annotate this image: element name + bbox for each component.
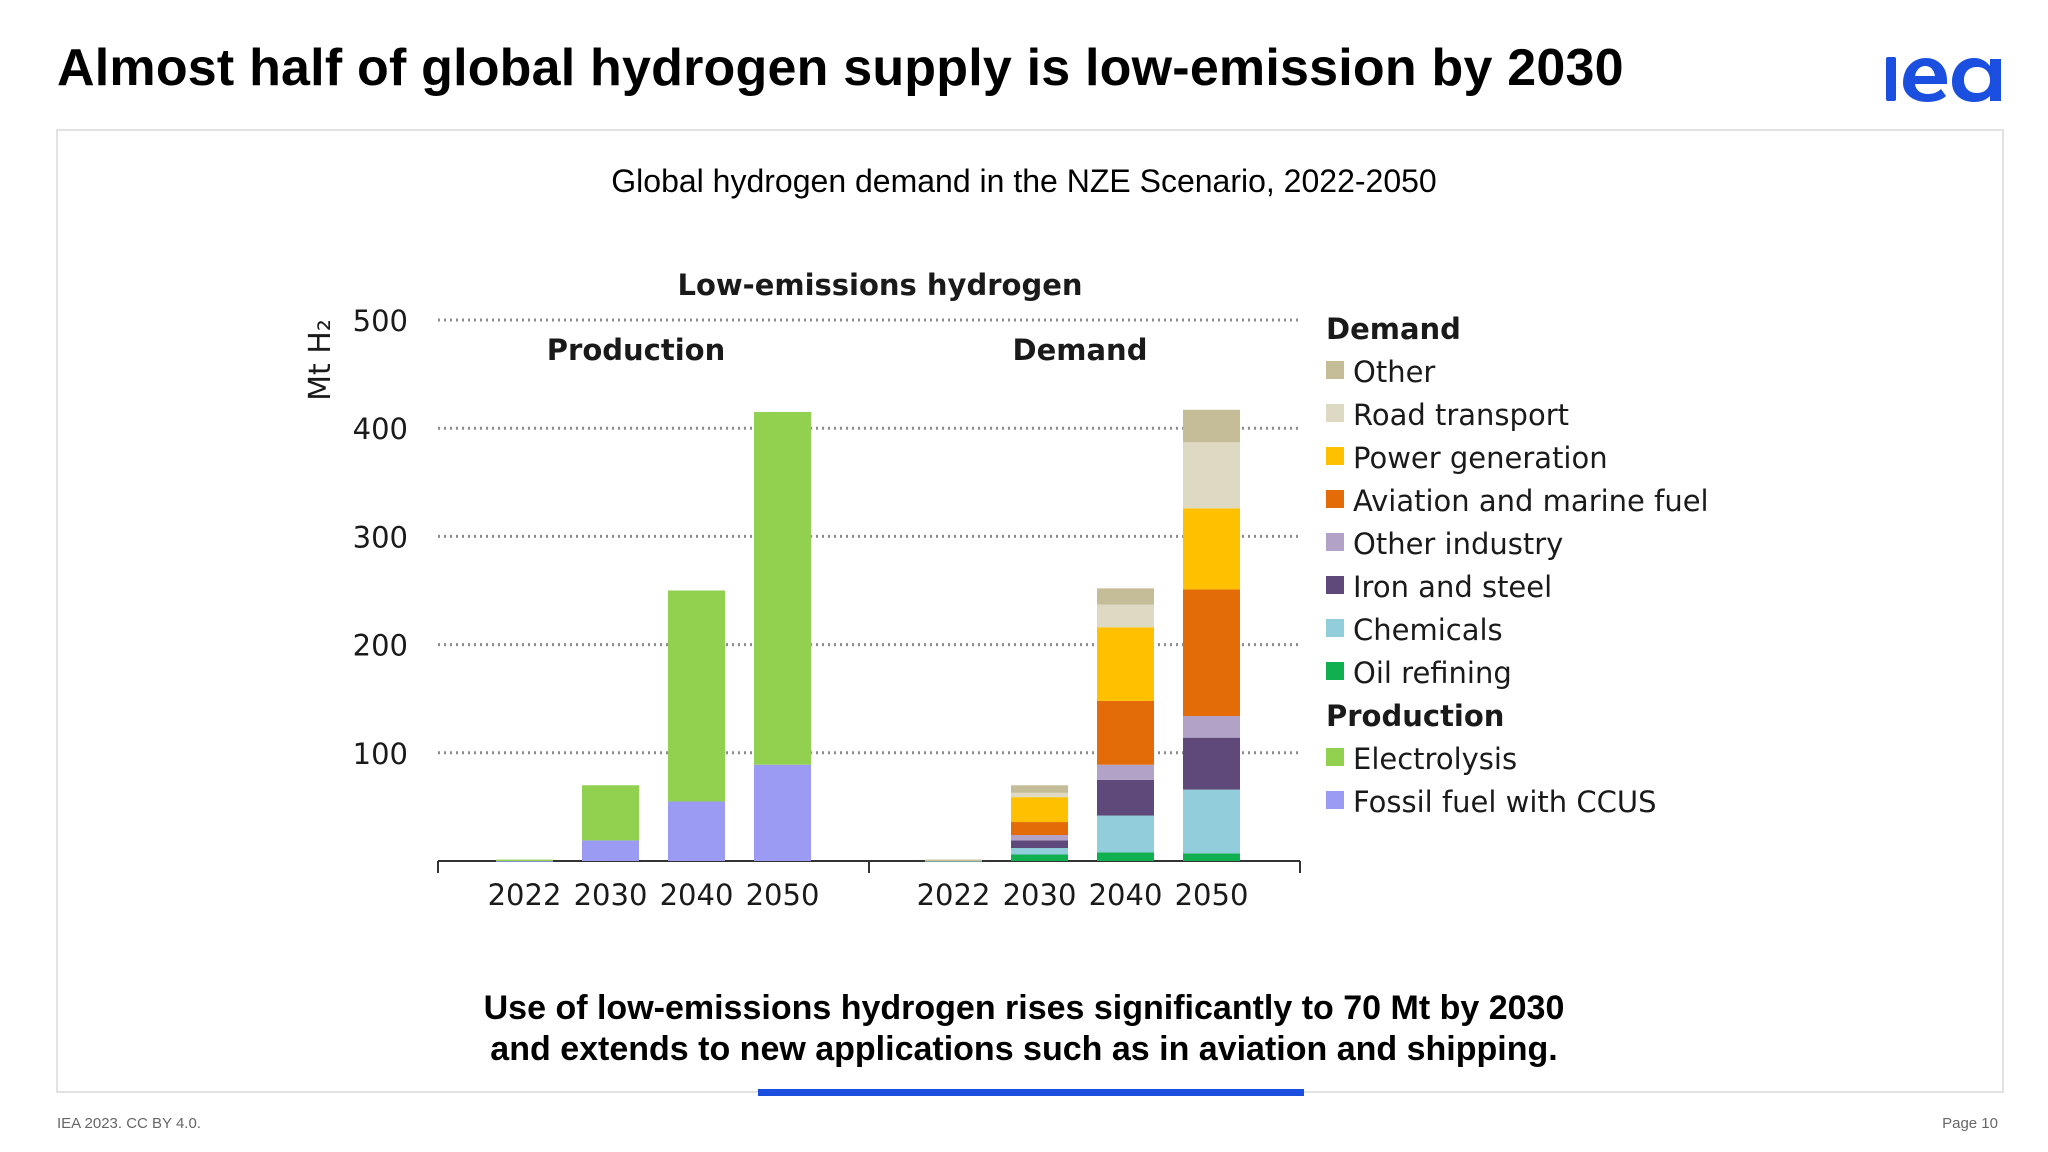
demand-bar-2040-road-transport xyxy=(1097,604,1154,628)
production-bar-2022-electrolysis xyxy=(496,859,553,862)
slide-title: Almost half of global hydrogen supply is… xyxy=(57,39,1624,97)
demand-bar-2040-power-generation xyxy=(1097,627,1154,701)
demand-bar-2040-other xyxy=(1097,588,1154,605)
legend-label-other: Other xyxy=(1353,355,1435,389)
demand-x-tick-label-2040: 2040 xyxy=(1089,878,1163,912)
production-bar-2050-electrolysis xyxy=(754,411,811,765)
legend-label-other-industry: Other industry xyxy=(1353,527,1563,561)
demand-bar-2050-other-industry xyxy=(1183,716,1240,738)
iea-logo-icon xyxy=(1886,57,2001,102)
production-bar-2022-fossil-fuel-with-ccus xyxy=(496,860,553,862)
demand-bar-2050-iron-and-steel xyxy=(1183,737,1240,790)
y-tick-label-300: 300 xyxy=(353,520,408,554)
slide-caption: Use of low-emissions hydrogen rises sign… xyxy=(0,988,2048,1070)
footer-license: IEA 2023. CC BY 4.0. xyxy=(57,1115,201,1132)
production-bar-2030-electrolysis xyxy=(582,785,639,841)
demand-bar-2050-chemicals xyxy=(1183,789,1240,854)
legend-label-electrolysis: Electrolysis xyxy=(1353,742,1517,776)
y-axis-label: Mt H₂ xyxy=(303,319,338,401)
demand-bar-2030-power-generation xyxy=(1011,797,1068,823)
demand-x-tick-label-2030: 2030 xyxy=(1003,878,1077,912)
footer-page-number: Page 10 xyxy=(1942,1115,1998,1132)
legend-heading-production: Production xyxy=(1326,699,1504,733)
demand-bar-2050-aviation-and-marine-fuel xyxy=(1183,589,1240,717)
legend-label-road-transport: Road transport xyxy=(1353,398,1569,432)
demand-bar-2030-iron-and-steel xyxy=(1011,840,1068,849)
y-tick-label-200: 200 xyxy=(353,629,408,663)
legend-swatch-other-industry xyxy=(1326,533,1344,551)
demand-bar-2030-road-transport xyxy=(1011,792,1068,798)
accent-bar xyxy=(758,1089,1304,1096)
legend-heading-demand: Demand xyxy=(1326,312,1461,346)
production-bar-2030-fossil-fuel-with-ccus xyxy=(582,840,639,861)
legend-swatch-electrolysis xyxy=(1326,748,1344,766)
demand-bar-2030-other-industry xyxy=(1011,835,1068,841)
demand-bar-2030-other xyxy=(1011,785,1068,793)
demand-bar-2030-aviation-and-marine-fuel xyxy=(1011,822,1068,836)
demand-bar-2050-oil-refining xyxy=(1183,853,1240,861)
production-bar-2050-fossil-fuel-with-ccus xyxy=(754,764,811,861)
production-x-tick-label-2050: 2050 xyxy=(746,878,820,912)
caption-line-2: and extends to new applications such as … xyxy=(490,1030,1558,1068)
legend-label-aviation-and-marine-fuel: Aviation and marine fuel xyxy=(1353,484,1709,518)
demand-bar-2040-other-industry xyxy=(1097,764,1154,780)
production-bar-2040-fossil-fuel-with-ccus xyxy=(668,801,725,861)
demand-bar-2022-other xyxy=(925,859,982,862)
y-tick-label-400: 400 xyxy=(353,412,408,446)
demand-bar-2040-chemicals xyxy=(1097,815,1154,853)
y-tick-label-100: 100 xyxy=(353,737,408,771)
demand-bar-2050-power-generation xyxy=(1183,508,1240,590)
demand-bar-2040-aviation-and-marine-fuel xyxy=(1097,700,1154,765)
legend-swatch-oil-refining xyxy=(1326,662,1344,680)
legend-swatch-power-generation xyxy=(1326,447,1344,465)
legend-label-power-generation: Power generation xyxy=(1353,441,1608,475)
legend-label-chemicals: Chemicals xyxy=(1353,613,1503,647)
legend-swatch-fossil-fuel-with-ccus xyxy=(1326,791,1344,809)
legend-swatch-road-transport xyxy=(1326,404,1344,422)
demand-x-tick-label-2050: 2050 xyxy=(1175,878,1249,912)
demand-bar-2030-chemicals xyxy=(1011,848,1068,855)
chart-subtitle: Global hydrogen demand in the NZE Scenar… xyxy=(611,163,1437,199)
demand-bar-2040-oil-refining xyxy=(1097,852,1154,861)
caption-line-1: Use of low-emissions hydrogen rises sign… xyxy=(483,989,1565,1027)
chart-title: Low-emissions hydrogen xyxy=(677,268,1082,302)
legend-label-iron-and-steel: Iron and steel xyxy=(1353,570,1552,604)
legend-swatch-other xyxy=(1326,361,1344,379)
production-x-tick-label-2040: 2040 xyxy=(660,878,734,912)
demand-x-tick-label-2022: 2022 xyxy=(917,878,991,912)
legend-swatch-aviation-and-marine-fuel xyxy=(1326,490,1344,508)
demand-bar-2040-iron-and-steel xyxy=(1097,779,1154,816)
demand-bar-2030-oil-refining xyxy=(1011,854,1068,861)
demand-group-label: Demand xyxy=(1013,333,1148,367)
production-x-tick-label-2030: 2030 xyxy=(574,878,648,912)
legend-swatch-iron-and-steel xyxy=(1326,576,1344,594)
production-bar-2040-electrolysis xyxy=(668,590,725,802)
production-group-label: Production xyxy=(547,333,725,367)
y-tick-label-500: 500 xyxy=(353,304,408,338)
legend-label-oil-refining: Oil refining xyxy=(1353,656,1512,690)
production-x-tick-label-2022: 2022 xyxy=(488,878,562,912)
demand-bar-2050-other xyxy=(1183,409,1240,443)
demand-bar-2050-road-transport xyxy=(1183,442,1240,509)
legend-label-fossil-fuel-with-ccus: Fossil fuel with CCUS xyxy=(1353,785,1657,819)
legend-swatch-chemicals xyxy=(1326,619,1344,637)
